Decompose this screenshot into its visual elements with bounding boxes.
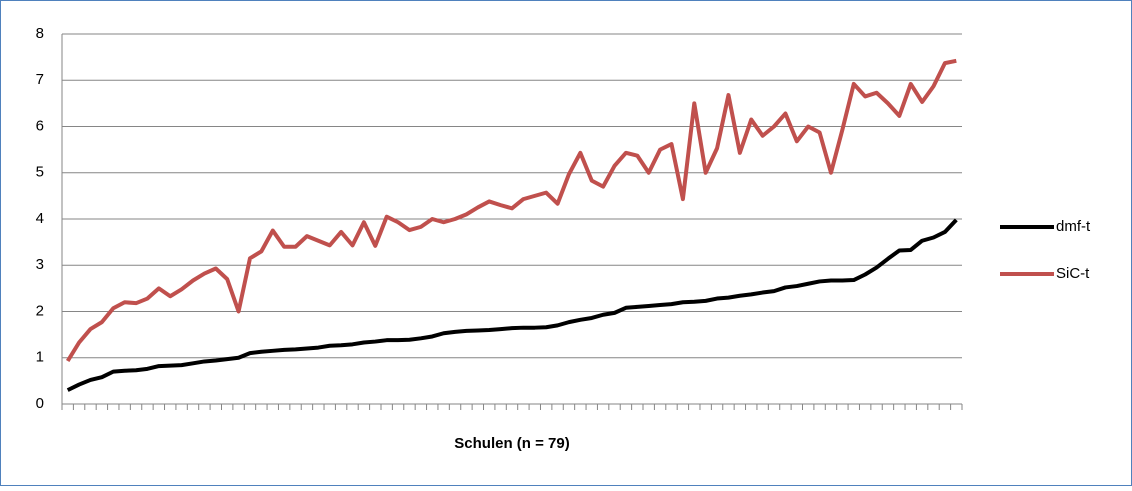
x-axis-title: Schulen (n = 79) bbox=[454, 435, 569, 452]
y-tick-label: 6 bbox=[36, 117, 44, 134]
y-tick-label: 2 bbox=[36, 302, 44, 319]
y-tick-label: 5 bbox=[36, 164, 44, 181]
y-tick-label: 1 bbox=[36, 349, 44, 366]
series-line bbox=[66, 218, 958, 392]
y-tick-label: 7 bbox=[36, 71, 44, 88]
y-tick-label: 3 bbox=[36, 256, 44, 273]
y-tick-label: 8 bbox=[36, 25, 44, 42]
series-line bbox=[65, 58, 957, 363]
legend-label: SiC-t bbox=[1056, 265, 1090, 282]
y-tick-label: 4 bbox=[36, 210, 44, 227]
legend-label: dmf-t bbox=[1056, 218, 1091, 235]
y-tick-label: 0 bbox=[36, 395, 44, 412]
